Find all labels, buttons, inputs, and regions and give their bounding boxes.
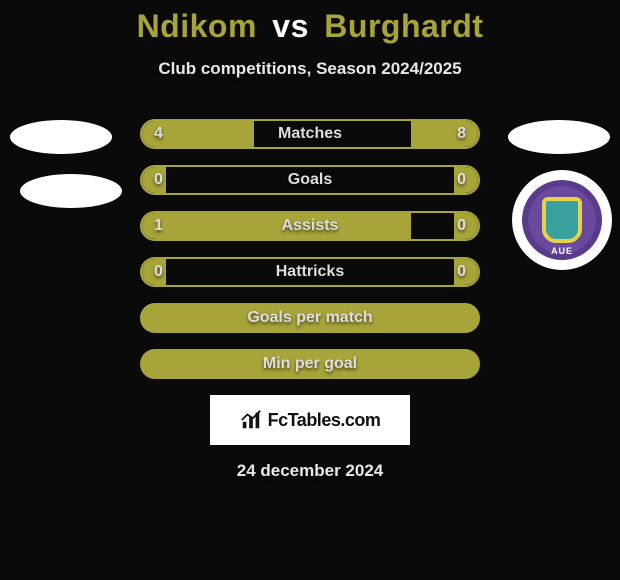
player1-club-logo-placeholder-1 [10, 120, 112, 154]
stat-rows: 48Matches 00Goals 10Assists 00Hattricks Goal… [140, 119, 480, 379]
page-title: Ndikom vs Burghardt [0, 8, 620, 45]
stat-label: Goals [142, 167, 478, 193]
player1-name: Ndikom [137, 8, 257, 44]
stat-row-goals-per-match: Goals per match [140, 303, 480, 333]
stat-label: Assists [142, 213, 478, 239]
stat-label: Matches [142, 121, 478, 147]
player2-club-logo-placeholder-1 [508, 120, 610, 154]
club-badge-ring: AUE [522, 180, 602, 260]
stat-label: Hattricks [142, 259, 478, 285]
stat-row-min-per-goal: Min per goal [140, 349, 480, 379]
comparison-card: Ndikom vs Burghardt Club competitions, S… [0, 0, 620, 580]
stat-row-assists: 10Assists [140, 211, 480, 241]
stat-row-goals: 00Goals [140, 165, 480, 195]
vs-label: vs [272, 8, 309, 44]
club-badge-text: AUE [551, 246, 573, 256]
shield-icon [542, 197, 582, 243]
player2-club-badge: AUE [512, 170, 612, 270]
site-name: FcTables.com [268, 410, 381, 431]
stat-label: Min per goal [142, 351, 478, 377]
stat-row-hattricks: 00Hattricks [140, 257, 480, 287]
stat-row-matches: 48Matches [140, 119, 480, 149]
subtitle: Club competitions, Season 2024/2025 [0, 59, 620, 79]
player2-name: Burghardt [324, 8, 483, 44]
date-label: 24 december 2024 [0, 461, 620, 481]
chart-icon [240, 409, 262, 431]
player1-club-logo-placeholder-2 [20, 174, 122, 208]
stat-label: Goals per match [142, 305, 478, 331]
site-badge[interactable]: FcTables.com [210, 395, 410, 445]
